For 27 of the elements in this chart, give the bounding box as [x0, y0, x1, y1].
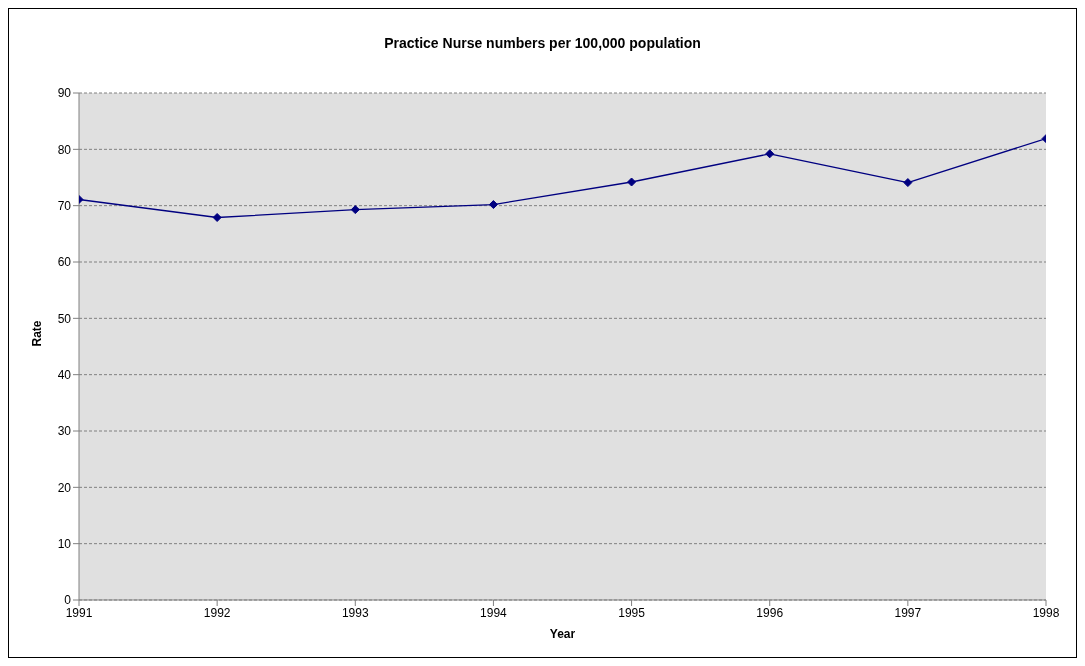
- point: [212, 213, 222, 222]
- x-tick-label: 1993: [341, 605, 369, 620]
- x-tick-label: 1998: [1032, 605, 1060, 620]
- point: [765, 149, 775, 159]
- y-tick-label: 80: [57, 142, 72, 157]
- y-tick-label: 90: [57, 86, 72, 101]
- point: [903, 178, 913, 188]
- y-tick-label: 40: [57, 367, 72, 382]
- point: [350, 205, 360, 215]
- y-tick-label: 20: [57, 480, 72, 495]
- point: [627, 177, 637, 187]
- chart-title: Practice Nurse numbers per 100,000 population: [383, 35, 702, 51]
- x-tick-label: 1995: [618, 605, 646, 620]
- x-tick-label: 1991: [65, 605, 93, 620]
- y-tick-label: 70: [57, 198, 72, 213]
- x-tick-label: 1997: [894, 605, 922, 620]
- y-tick-label: 10: [57, 536, 72, 551]
- y-axis-title: Rate: [30, 320, 45, 347]
- point: [488, 200, 498, 210]
- y-tick-label: 50: [57, 311, 72, 326]
- x-axis-title: Year: [549, 627, 576, 641]
- y-tick-label: 60: [57, 255, 72, 270]
- y-tick-label: 0: [64, 593, 72, 608]
- x-tick-label: 1992: [203, 605, 231, 620]
- y-tick-label: 30: [57, 424, 72, 439]
- x-tick-label: 1994: [480, 605, 508, 620]
- x-tick-label: 1996: [756, 605, 784, 620]
